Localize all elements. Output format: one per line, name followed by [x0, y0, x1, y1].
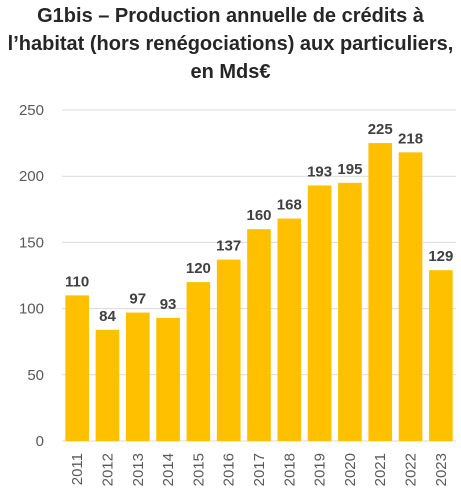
- data-label: 168: [277, 197, 302, 214]
- x-tick-label: 2021: [372, 453, 389, 486]
- bar: [247, 229, 271, 441]
- bar: [277, 218, 302, 441]
- bar: [156, 317, 180, 441]
- bar: [307, 185, 332, 441]
- y-tick-label: 200: [19, 168, 44, 185]
- x-tick-label: 2016: [221, 453, 238, 486]
- x-tick-label: 2011: [69, 453, 86, 485]
- y-axis-ticks: 0 50 100 150 200 250: [19, 102, 44, 450]
- chart-title: G1bis – Production annuelle de crédits à…: [0, 2, 461, 86]
- data-label: 160: [246, 207, 271, 224]
- x-tick-label: 2012: [99, 453, 116, 486]
- x-tick-label: 2018: [281, 453, 298, 486]
- x-tick-label: 2019: [312, 453, 329, 486]
- bar: [125, 312, 150, 441]
- data-label: 110: [65, 273, 89, 290]
- data-label: 195: [337, 161, 362, 178]
- data-label: 193: [307, 163, 332, 180]
- chart-title-line-3: en Mds€: [190, 61, 271, 83]
- data-label: 137: [216, 238, 241, 255]
- bar: [216, 259, 241, 441]
- x-tick-label: 2015: [190, 453, 207, 486]
- data-label: 93: [160, 296, 177, 313]
- data-label: 84: [99, 308, 116, 325]
- bars: [65, 143, 453, 442]
- data-label: 129: [428, 248, 453, 265]
- bar: [368, 143, 393, 441]
- bar: [429, 270, 453, 441]
- y-tick-label: 100: [19, 301, 44, 318]
- bar: [65, 295, 89, 441]
- y-tick-label: 0: [36, 433, 44, 450]
- data-label: 97: [129, 291, 146, 308]
- x-tick-label: 2013: [130, 453, 147, 486]
- x-tick-label: 2017: [251, 453, 268, 486]
- x-tick-label: 2014: [160, 453, 177, 486]
- data-labels: 110 84 97 93 120 137 160 168 193 195 225 218 129: [65, 121, 453, 325]
- y-tick-label: 150: [19, 234, 44, 251]
- x-tick-label: 2022: [403, 453, 420, 486]
- bar: [338, 182, 362, 441]
- data-label: 120: [186, 260, 211, 277]
- chart-title-line-2: l’habitat (hors renégociations) aux part…: [7, 33, 454, 55]
- x-axis-ticks: 2011 2012 2013 2014 2015 2016 2017 2018 2019 2020…: [69, 453, 450, 486]
- bar: [186, 282, 211, 441]
- y-tick-label: 250: [19, 102, 44, 119]
- x-tick-label: 2020: [342, 453, 359, 486]
- data-label: 225: [368, 121, 393, 138]
- y-tick-label: 50: [27, 367, 44, 384]
- x-tick-label: 2023: [433, 453, 450, 486]
- data-label: 218: [398, 130, 423, 147]
- chart-title-line-1: G1bis – Production annuelle de crédits à: [37, 5, 424, 27]
- bar: [398, 152, 423, 442]
- bar: [95, 329, 120, 441]
